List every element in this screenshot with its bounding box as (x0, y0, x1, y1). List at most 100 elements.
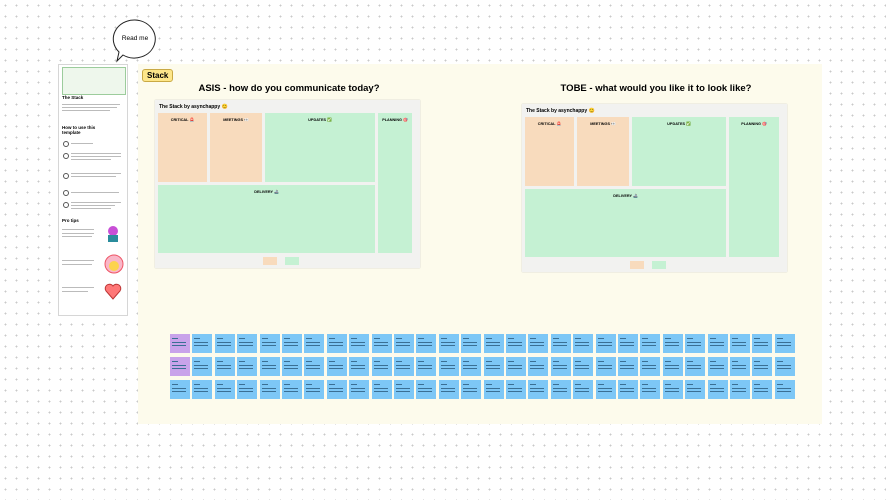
sidebar-title: The Stack (62, 95, 84, 100)
sticky-note[interactable] (528, 380, 549, 399)
sticky-note[interactable] (416, 334, 437, 353)
sticky-note[interactable] (259, 380, 280, 399)
sticky-note[interactable] (774, 334, 795, 353)
sticky-note[interactable] (618, 334, 638, 353)
sticky-note[interactable] (214, 334, 235, 353)
sticky-note[interactable] (438, 357, 459, 376)
sticky-note[interactable] (326, 357, 347, 376)
sticky-note[interactable] (707, 334, 728, 353)
sticky-note[interactable] (506, 334, 526, 353)
sticky-note[interactable] (573, 334, 594, 353)
sticky-note[interactable] (528, 357, 549, 376)
sticky-note[interactable] (752, 380, 773, 399)
sticky-note[interactable] (192, 334, 213, 353)
sticky-note[interactable] (752, 334, 773, 353)
sticky-note[interactable] (237, 334, 258, 353)
asis-title: ASIS - how do you communicate today? (198, 83, 380, 94)
tobe-board: The Stack by asynchappy 😊 CRITICAL 🚨 MEE… (522, 104, 787, 272)
illustration (62, 67, 126, 95)
sticky-note[interactable] (416, 380, 437, 399)
sticky-note[interactable] (640, 334, 661, 353)
sticky-note[interactable] (214, 357, 235, 376)
board-heading: The Stack by asynchappy 😊 (159, 104, 228, 110)
sticky-note[interactable] (774, 380, 795, 399)
sticky-note[interactable] (595, 334, 616, 353)
sticky-note[interactable] (371, 357, 392, 376)
sticky-note[interactable] (259, 357, 280, 376)
sticky-note[interactable] (461, 357, 482, 376)
sticky-note[interactable] (394, 357, 414, 376)
sticky-note[interactable] (282, 334, 302, 353)
sticky-note[interactable] (282, 357, 302, 376)
heart-icon (104, 283, 122, 300)
sticky-note[interactable] (595, 380, 616, 399)
sticky-note[interactable] (483, 357, 504, 376)
sticky-note[interactable] (304, 380, 325, 399)
sticky-note[interactable] (170, 334, 190, 353)
planning-section: PLANNING 🎯 (378, 113, 412, 253)
sticky-note[interactable] (685, 380, 706, 399)
sticky-note[interactable] (573, 357, 594, 376)
sticky-note[interactable] (237, 380, 258, 399)
delivery-section: DELIVERY 🚢 (525, 189, 726, 257)
sticky-note[interactable] (662, 334, 683, 353)
sticky-note[interactable] (595, 357, 616, 376)
sticky-note[interactable] (640, 380, 661, 399)
sticky-note[interactable] (371, 334, 392, 353)
asis-board: The Stack by asynchappy 😊 CRITICAL 🚨 MEE… (155, 100, 420, 268)
sticky-note[interactable] (461, 334, 482, 353)
sticky-note[interactable] (483, 380, 504, 399)
sticky-note[interactable] (170, 357, 190, 376)
sticky-note[interactable] (550, 334, 571, 353)
readme-panel: The Stack How to use this template Pro t… (58, 64, 128, 316)
sticky-note[interactable] (192, 357, 213, 376)
sticky-note[interactable] (304, 357, 325, 376)
sticky-note[interactable] (752, 357, 773, 376)
sticky-note[interactable] (371, 380, 392, 399)
tip-icon (108, 226, 118, 242)
sticky-note[interactable] (730, 380, 750, 399)
sticky-note[interactable] (349, 357, 370, 376)
sticky-note[interactable] (506, 357, 526, 376)
sticky-note[interactable] (640, 357, 661, 376)
sticky-note[interactable] (730, 357, 750, 376)
sticky-note[interactable] (349, 334, 370, 353)
sticky-note[interactable] (707, 380, 728, 399)
planning-section: PLANNING 🎯 (729, 117, 779, 257)
sticky-note[interactable] (438, 334, 459, 353)
sticky-note[interactable] (774, 357, 795, 376)
sticky-note[interactable] (259, 334, 280, 353)
sticky-note[interactable] (282, 380, 302, 399)
sticky-note[interactable] (170, 380, 190, 399)
sticky-note[interactable] (707, 357, 728, 376)
sticky-note[interactable] (483, 334, 504, 353)
sticky-note[interactable] (685, 357, 706, 376)
wdyt-icon (104, 254, 124, 274)
sticky-note[interactable] (685, 334, 706, 353)
section-tag[interactable]: Stack (142, 69, 174, 82)
sticky-note[interactable] (506, 380, 526, 399)
sticky-note[interactable] (662, 380, 683, 399)
sticky-note[interactable] (349, 380, 370, 399)
sticky-note[interactable] (528, 334, 549, 353)
read-me-comment[interactable]: Read me (112, 18, 160, 64)
sticky-note[interactable] (416, 357, 437, 376)
sticky-note[interactable] (237, 357, 258, 376)
sticky-note[interactable] (730, 334, 750, 353)
sticky-note[interactable] (326, 334, 347, 353)
sticky-note[interactable] (192, 380, 213, 399)
sticky-note[interactable] (573, 380, 594, 399)
sticky-note[interactable] (394, 334, 414, 353)
sticky-note[interactable] (662, 357, 683, 376)
sticky-note[interactable] (394, 380, 414, 399)
sticky-note[interactable] (304, 334, 325, 353)
sticky-note[interactable] (461, 380, 482, 399)
sticky-note[interactable] (326, 380, 347, 399)
sticky-note[interactable] (214, 380, 235, 399)
sticky-note[interactable] (438, 380, 459, 399)
critical-section: CRITICAL 🚨 (525, 117, 574, 186)
sticky-note[interactable] (618, 380, 638, 399)
sticky-note[interactable] (618, 357, 638, 376)
sticky-note[interactable] (550, 380, 571, 399)
sticky-note[interactable] (550, 357, 571, 376)
